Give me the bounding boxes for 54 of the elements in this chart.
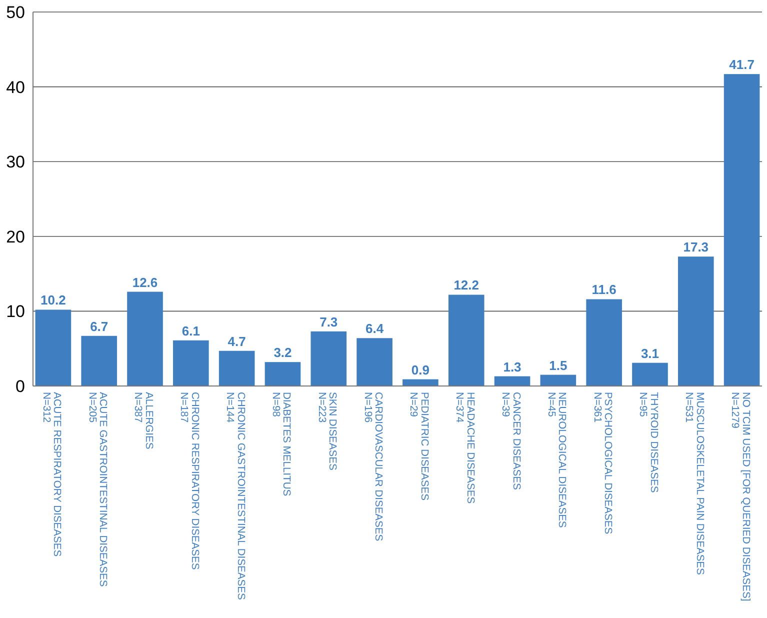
x-tick-label: ACUTE RESPIRATORY DISEASES N=312 bbox=[40, 392, 62, 557]
data-label: 10.2 bbox=[40, 292, 66, 308]
data-label: 1.5 bbox=[549, 358, 568, 373]
data-label: 1.3 bbox=[503, 359, 522, 374]
bar bbox=[127, 292, 163, 386]
data-label: 17.3 bbox=[683, 240, 709, 255]
bar bbox=[724, 74, 760, 386]
x-tick-label: ALLERGIES N=387 bbox=[132, 392, 154, 450]
data-label: 0.9 bbox=[411, 362, 430, 378]
x-tick-label: MUSCULOSKELETAL PAIN DISEASES N=531 bbox=[683, 392, 705, 576]
bar bbox=[540, 374, 576, 386]
x-tick-label: CARDIOVASCULAR DISEASES N=196 bbox=[362, 392, 384, 542]
bar bbox=[310, 331, 347, 386]
data-label: 6.7 bbox=[90, 318, 108, 334]
x-tick-label: CANCER DISEASES N=39 bbox=[499, 392, 522, 490]
y-tick-label: 30 bbox=[6, 152, 25, 172]
x-tick-label: DIABETES MELLITUS N=98 bbox=[270, 392, 292, 496]
x-tick-label: PEDIATRIC DISEASES N=29 bbox=[408, 392, 430, 501]
bar bbox=[402, 379, 438, 386]
bar bbox=[173, 340, 209, 386]
x-tick-label: HEADACHE DISEASES N=374 bbox=[454, 392, 476, 504]
x-tick-label: ACUTE GASTROINTESTINAL DISEASES N=205 bbox=[86, 392, 108, 587]
bar bbox=[494, 376, 530, 386]
x-tick-label: CHRONIC GASTROINTESTINAL DISEASES N=144 bbox=[224, 392, 246, 600]
bar bbox=[586, 299, 622, 386]
bar bbox=[632, 362, 668, 386]
x-tick-label: NO TCIM USED [FOR QUERIED DISEASES] N=1279 bbox=[729, 392, 751, 602]
data-label: 12.6 bbox=[132, 274, 158, 290]
x-tick-label: PSYCHOLOGICAL DISEASES N=361 bbox=[591, 392, 614, 534]
data-label: 12.2 bbox=[454, 278, 480, 293]
data-label: 3.1 bbox=[640, 346, 660, 361]
bar bbox=[264, 362, 301, 386]
x-tick-label: THYROID DISEASES N=95 bbox=[637, 392, 660, 493]
data-label: 11.6 bbox=[592, 282, 616, 298]
bar bbox=[218, 350, 255, 386]
y-tick-label: 50 bbox=[6, 2, 25, 22]
x-tick-label: SKIN DISEASES N=223 bbox=[316, 392, 338, 471]
y-tick-label: 20 bbox=[6, 227, 25, 246]
x-tick-label: CHRONIC RESPIRATORY DISEASES N=187 bbox=[178, 392, 200, 570]
data-label: 6.4 bbox=[366, 321, 384, 336]
y-tick-label: 10 bbox=[6, 302, 25, 322]
y-tick-label: 40 bbox=[6, 78, 25, 97]
bar bbox=[448, 294, 484, 386]
data-label: 41.7 bbox=[729, 57, 754, 72]
x-tick-label: NEUROLOGICAL DISEASES N=45 bbox=[545, 392, 568, 528]
bar bbox=[81, 336, 118, 386]
data-label: 3.2 bbox=[274, 345, 292, 360]
data-label: 4.7 bbox=[228, 334, 246, 349]
bar bbox=[678, 256, 714, 386]
data-label: 7.3 bbox=[320, 314, 338, 330]
bar bbox=[35, 310, 72, 386]
bar bbox=[356, 338, 392, 386]
y-tick-label: 0 bbox=[16, 376, 25, 396]
data-label: 6.1 bbox=[182, 323, 200, 338]
